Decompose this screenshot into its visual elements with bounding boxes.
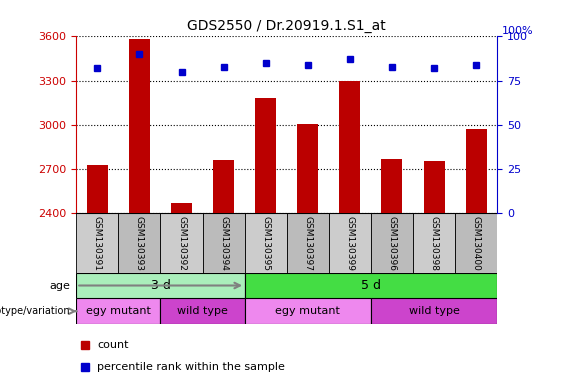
Bar [413, 213, 455, 273]
Text: wild type: wild type [177, 306, 228, 316]
Bar [213, 160, 234, 213]
Text: percentile rank within the sample: percentile rank within the sample [97, 362, 285, 372]
Bar [340, 81, 360, 213]
Bar [76, 298, 160, 324]
Bar [160, 298, 245, 324]
Title: GDS2550 / Dr.20919.1.S1_at: GDS2550 / Dr.20919.1.S1_at [188, 19, 386, 33]
Bar [287, 213, 329, 273]
Bar [466, 129, 486, 213]
Text: egy mutant: egy mutant [275, 306, 340, 316]
Text: GSM130400: GSM130400 [472, 215, 481, 270]
Bar [371, 213, 413, 273]
Bar [245, 273, 497, 298]
Text: GSM130396: GSM130396 [388, 215, 397, 270]
Text: GSM130391: GSM130391 [93, 215, 102, 270]
Bar [76, 273, 245, 298]
Bar [245, 213, 287, 273]
Text: 3 d: 3 d [150, 279, 171, 292]
Bar [381, 159, 402, 213]
Bar [329, 213, 371, 273]
Text: count: count [97, 340, 129, 350]
Text: 100%: 100% [501, 26, 533, 36]
Bar [76, 213, 119, 273]
Bar [255, 98, 276, 213]
Text: wild type: wild type [408, 306, 459, 316]
Bar [424, 161, 445, 213]
Text: 5 d: 5 d [361, 279, 381, 292]
Text: GSM130397: GSM130397 [303, 215, 312, 270]
Text: GSM130395: GSM130395 [261, 215, 270, 270]
Bar [202, 213, 245, 273]
Bar [129, 40, 150, 213]
Text: GSM130392: GSM130392 [177, 215, 186, 270]
Text: GSM130398: GSM130398 [429, 215, 438, 270]
Bar [455, 213, 497, 273]
Bar [119, 213, 160, 273]
Bar [245, 298, 371, 324]
Text: GSM130399: GSM130399 [345, 215, 354, 270]
Bar [371, 298, 497, 324]
Bar [297, 124, 318, 213]
Text: age: age [50, 280, 71, 291]
Bar [171, 203, 192, 213]
Text: GSM130394: GSM130394 [219, 215, 228, 270]
Text: GSM130393: GSM130393 [135, 215, 144, 270]
Bar [87, 165, 108, 213]
Bar [160, 213, 202, 273]
Text: egy mutant: egy mutant [86, 306, 151, 316]
Text: genotype/variation: genotype/variation [0, 306, 71, 316]
